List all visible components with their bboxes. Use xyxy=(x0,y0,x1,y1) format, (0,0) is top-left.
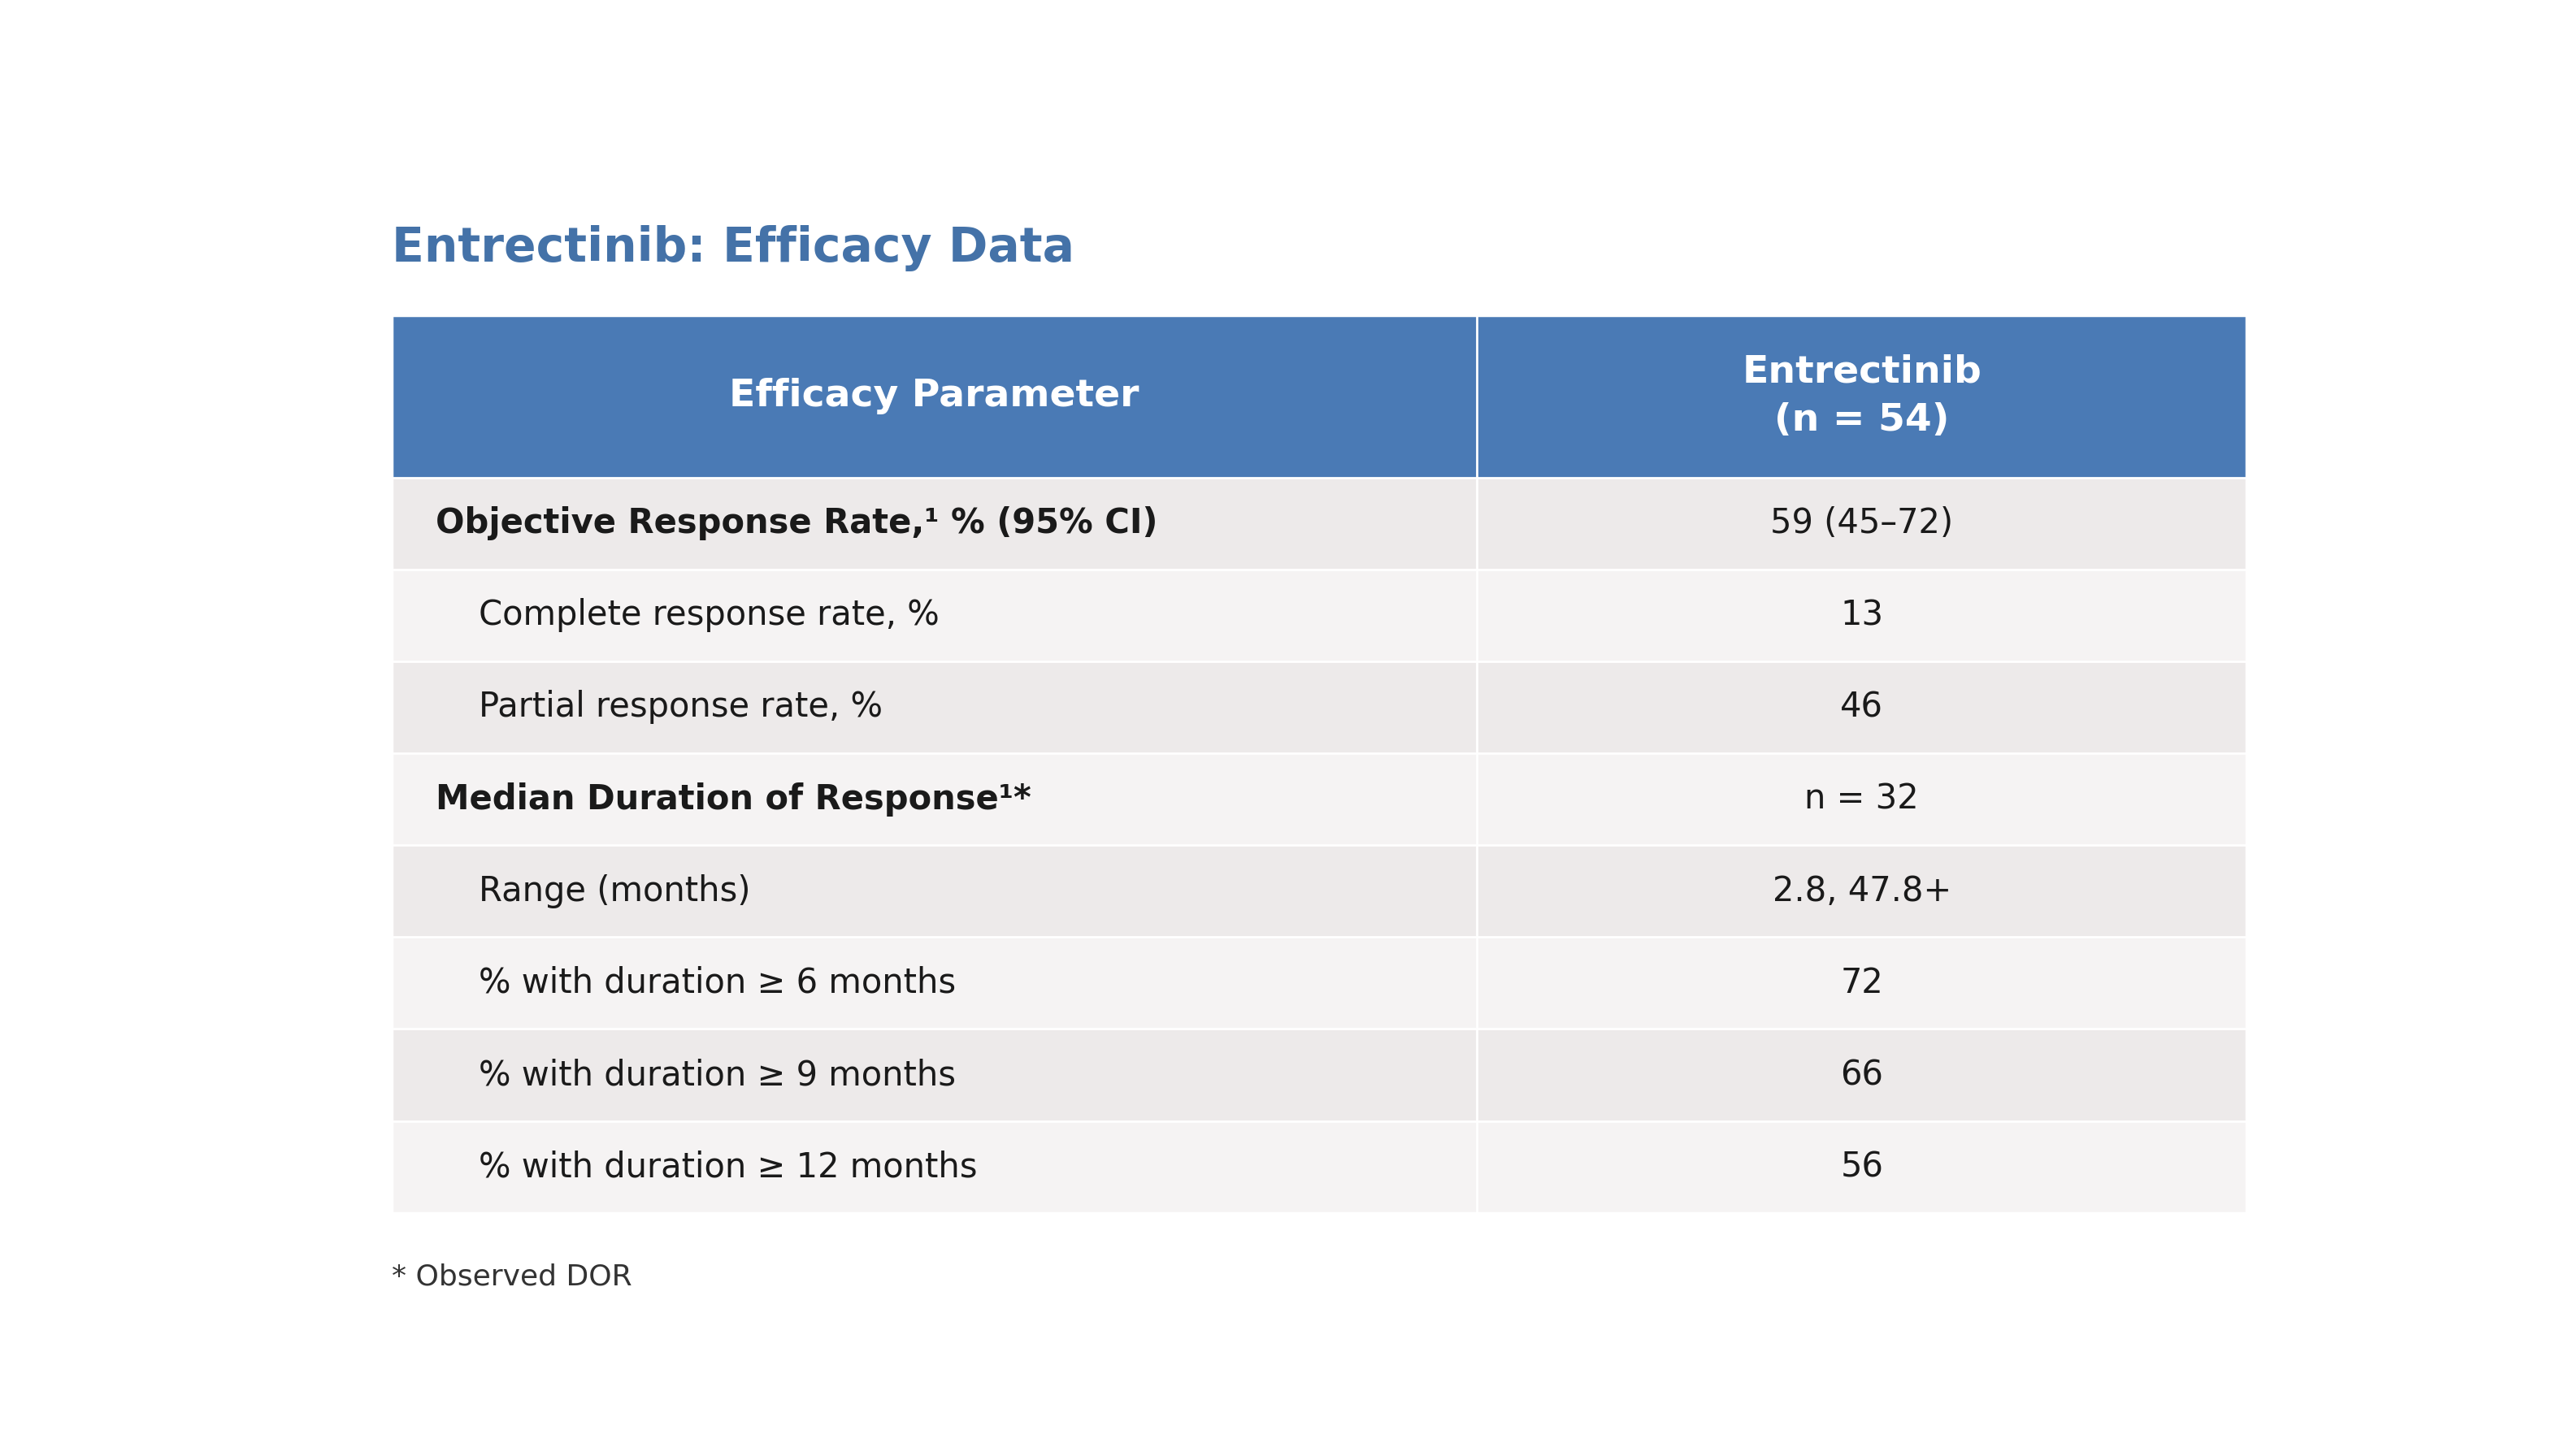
Text: Partial response rate, %: Partial response rate, % xyxy=(435,690,883,724)
Text: Entrectinib
(n = 54): Entrectinib (n = 54) xyxy=(1743,354,1982,438)
Text: 66: 66 xyxy=(1840,1059,1884,1092)
Text: 13: 13 xyxy=(1840,598,1884,632)
Text: 56: 56 xyxy=(1840,1150,1884,1184)
Bar xyxy=(391,1029,2247,1121)
Text: Efficacy Parameter: Efficacy Parameter xyxy=(728,379,1140,415)
Text: Range (months): Range (months) xyxy=(435,874,752,909)
Text: 72: 72 xyxy=(1840,965,1884,1000)
Text: Objective Response Rate,¹ % (95% CI): Objective Response Rate,¹ % (95% CI) xyxy=(435,507,1158,540)
Bar xyxy=(391,844,2247,938)
Text: * Observed DOR: * Observed DOR xyxy=(391,1264,631,1291)
Text: 46: 46 xyxy=(1840,690,1884,724)
Text: % with duration ≥ 9 months: % with duration ≥ 9 months xyxy=(435,1059,955,1092)
Bar xyxy=(391,569,2247,661)
Text: Complete response rate, %: Complete response rate, % xyxy=(435,598,940,632)
Text: % with duration ≥ 12 months: % with duration ≥ 12 months xyxy=(435,1150,978,1184)
Text: Entrectinib: Efficacy Data: Entrectinib: Efficacy Data xyxy=(391,226,1073,271)
Bar xyxy=(391,753,2247,844)
Text: 59 (45–72): 59 (45–72) xyxy=(1771,507,1954,540)
Bar xyxy=(391,1121,2247,1213)
Text: 2.8, 47.8+: 2.8, 47.8+ xyxy=(1773,874,1951,909)
Bar xyxy=(391,478,2247,569)
Text: % with duration ≥ 6 months: % with duration ≥ 6 months xyxy=(435,965,955,1000)
Bar xyxy=(391,938,2247,1029)
Text: Median Duration of Response¹*: Median Duration of Response¹* xyxy=(435,782,1032,817)
Bar xyxy=(391,661,2247,753)
Text: n = 32: n = 32 xyxy=(1804,782,1920,817)
